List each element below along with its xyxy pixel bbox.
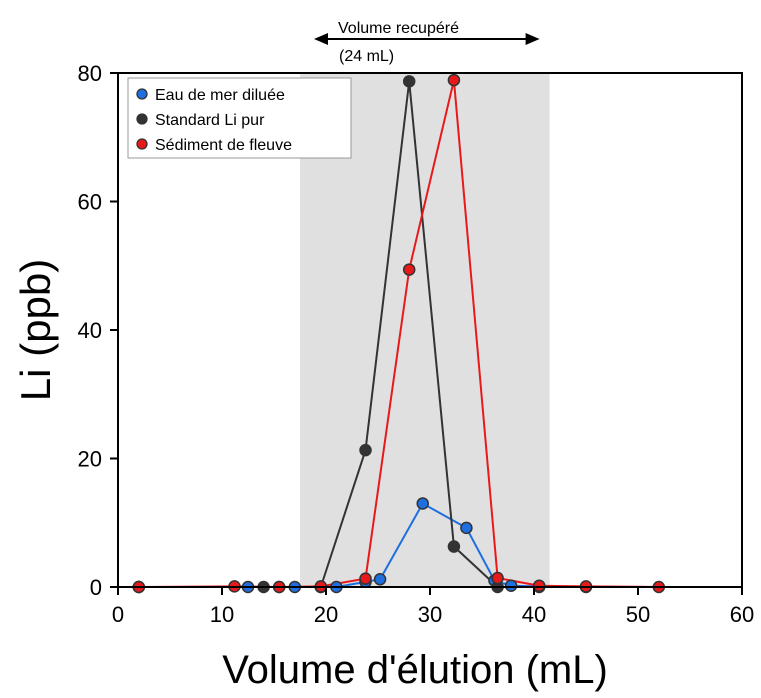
recovered-volume-annotation: Volume recupéré (24 mL) <box>314 20 540 65</box>
legend: Eau de mer diluée Standard Li pur Sédiment… <box>127 77 352 159</box>
y-axis-title: Li (ppb) <box>12 259 59 401</box>
y-tick-label: 80 <box>78 61 102 86</box>
data-point <box>359 572 372 585</box>
x-tick-label: 0 <box>112 602 124 627</box>
x-tick-label: 20 <box>314 602 338 627</box>
legend-marker <box>136 138 148 150</box>
data-point <box>402 263 416 276</box>
data-point <box>402 75 416 88</box>
arrow-right-icon <box>525 33 540 45</box>
annotation-line2: (24 mL) <box>339 48 394 65</box>
legend-box <box>127 77 352 159</box>
legend-marker <box>136 88 148 100</box>
x-tick-label: 30 <box>418 602 442 627</box>
x-tick-label: 60 <box>730 602 754 627</box>
data-point <box>447 73 461 87</box>
y-tick-label: 0 <box>90 575 102 600</box>
data-point <box>359 443 372 457</box>
y-tick-label: 20 <box>78 447 102 472</box>
axis-ticks: 0 10 20 30 40 50 60 0 20 40 60 80 <box>78 61 755 627</box>
legend-label: Eau de mer diluée <box>155 87 285 104</box>
annotation-line1: Volume recupéré <box>338 20 459 37</box>
x-tick-label: 50 <box>626 602 650 627</box>
data-point <box>532 579 546 592</box>
legend-label: Standard Li pur <box>155 112 265 129</box>
data-point <box>460 521 473 535</box>
x-axis-title: Volume d'élution (mL) <box>222 648 608 692</box>
data-point <box>373 573 387 586</box>
y-tick-label: 40 <box>78 318 102 343</box>
arrow-left-icon <box>314 33 328 45</box>
data-point <box>447 540 461 553</box>
legend-label: Sédiment de fleuve <box>155 137 292 154</box>
x-tick-label: 10 <box>210 602 234 627</box>
data-point <box>491 571 504 585</box>
data-point <box>504 579 518 592</box>
legend-marker <box>136 113 148 125</box>
data-point <box>416 497 429 510</box>
y-tick-label: 60 <box>78 190 102 215</box>
x-tick-label: 40 <box>522 602 546 627</box>
